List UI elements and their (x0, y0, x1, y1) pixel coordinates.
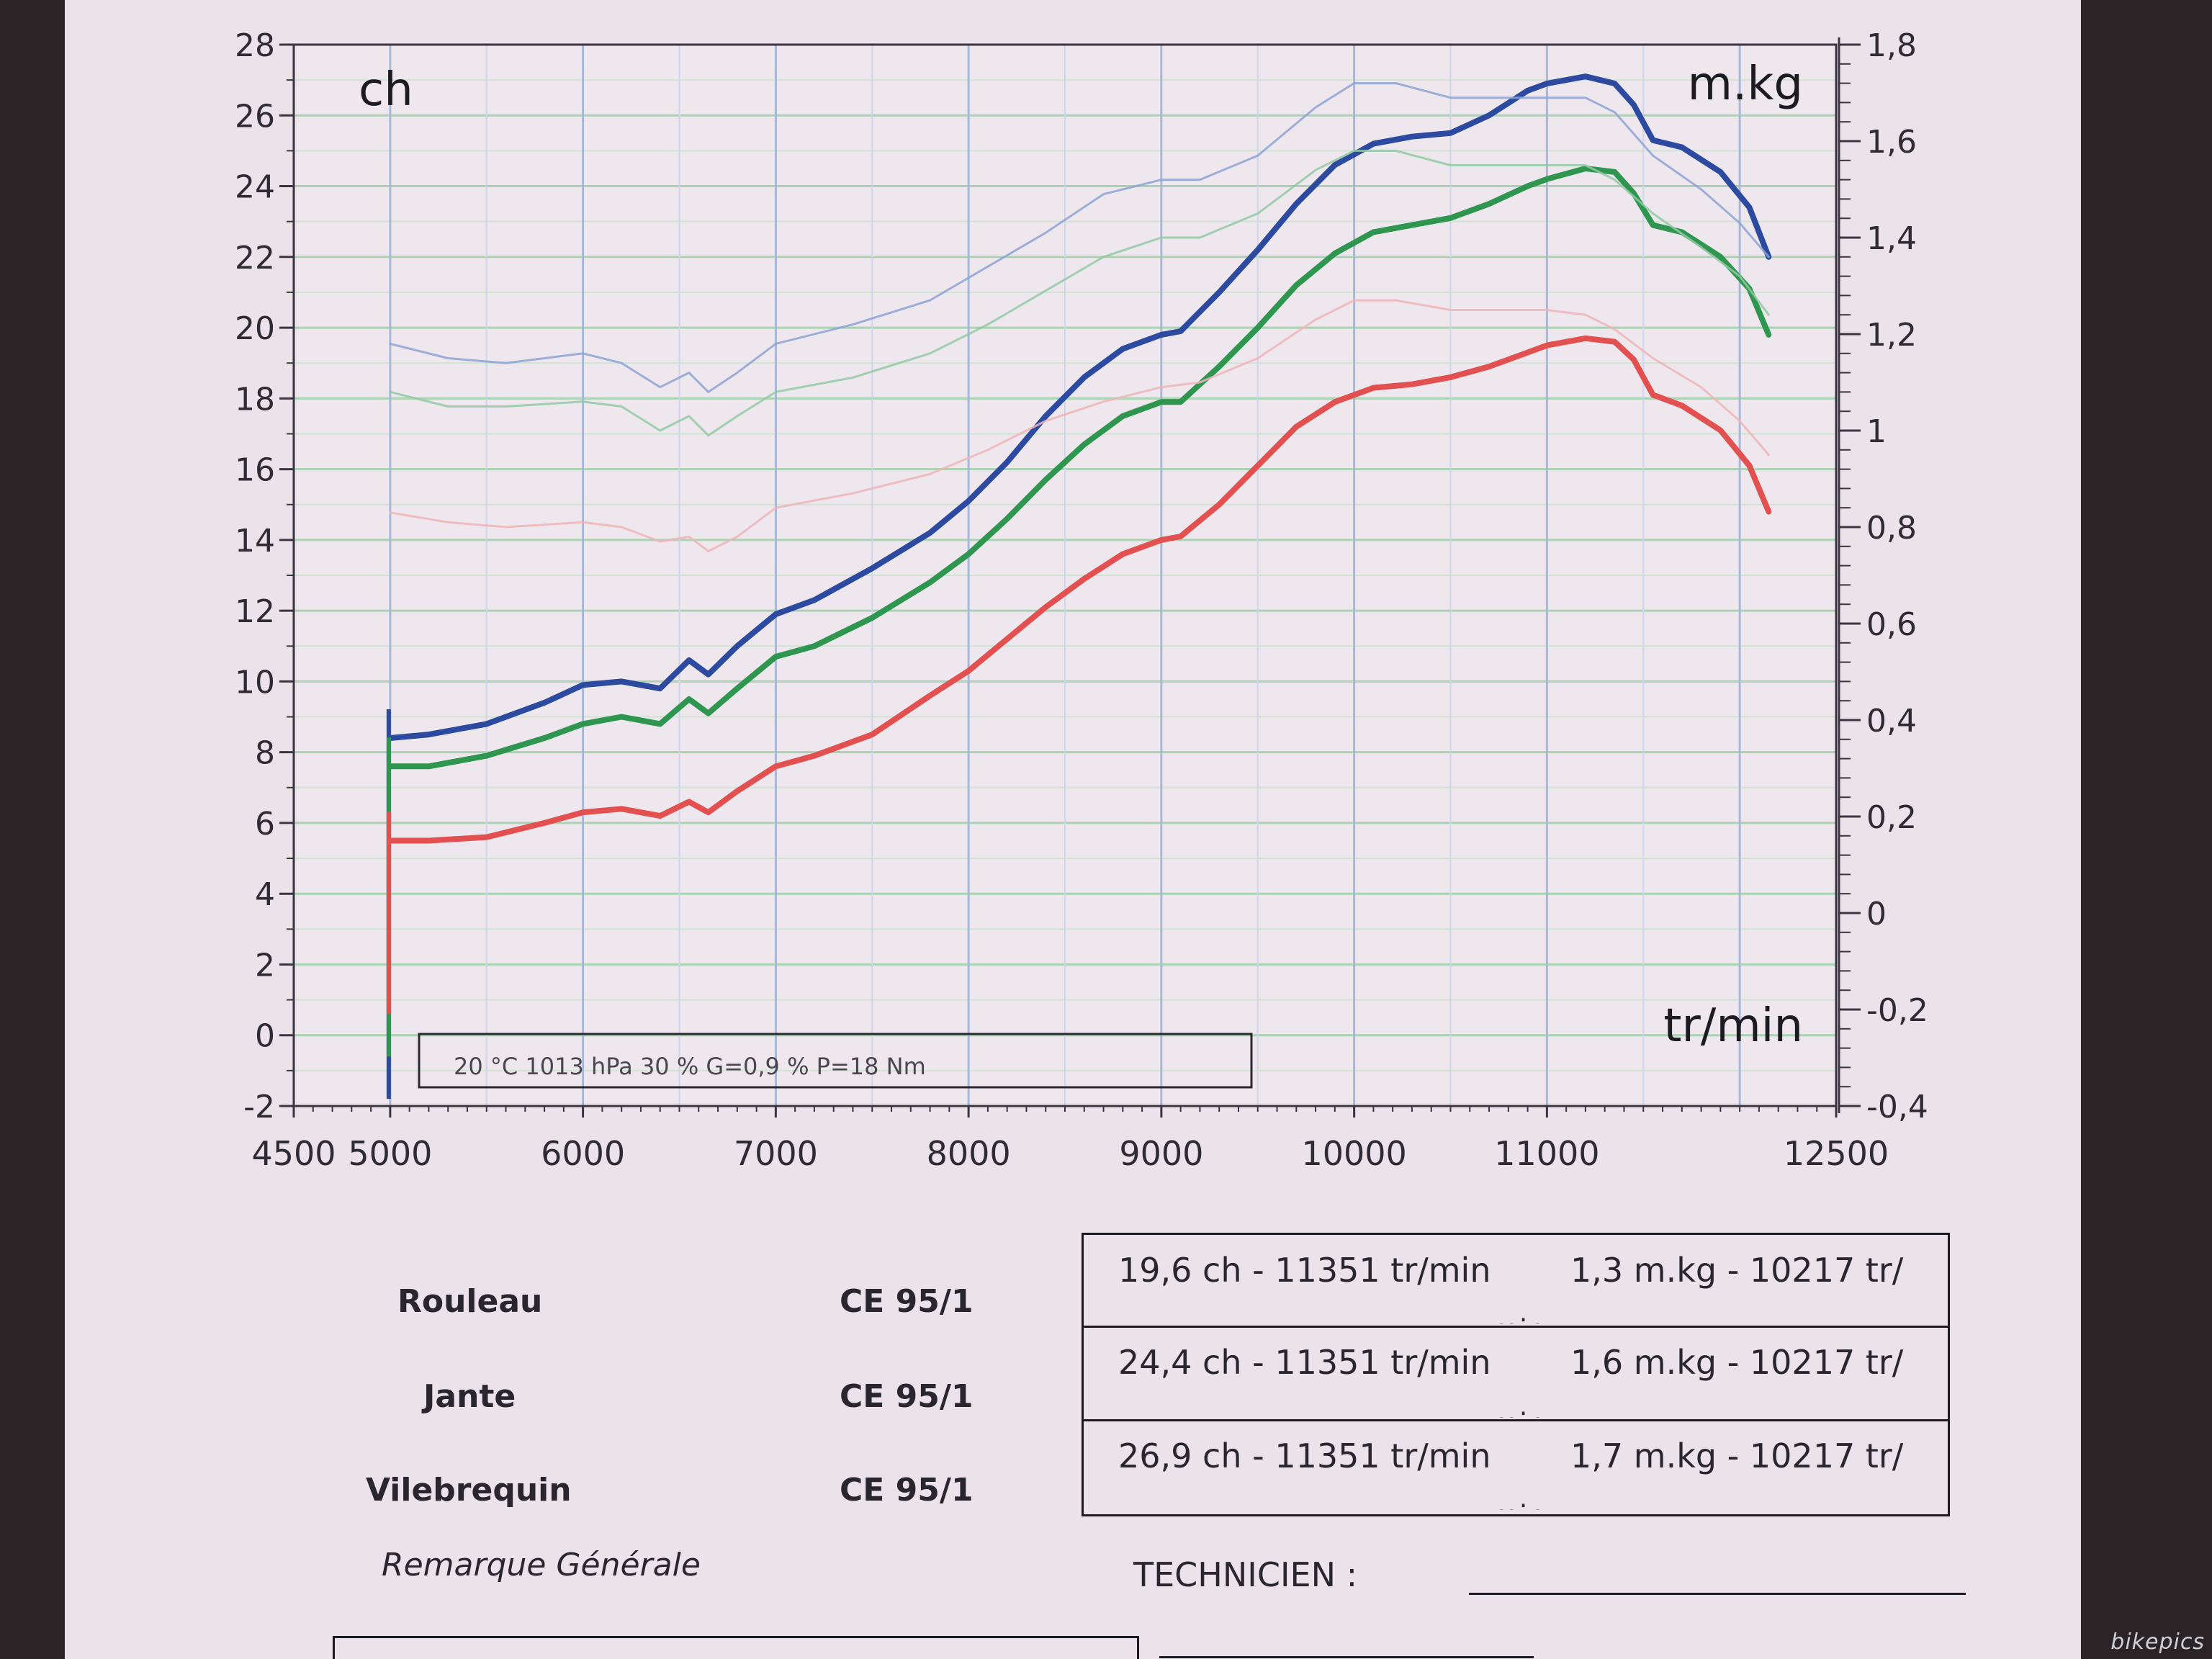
left-tick-label: 4 (255, 876, 275, 913)
x-tick-label: 12500 (1784, 1134, 1889, 1173)
left-tick-label: 10 (235, 664, 275, 701)
left-tick-label: 24 (235, 169, 275, 206)
remarks-box (333, 1636, 1139, 1659)
torque-curve-4 (389, 149, 1770, 437)
row-label-vilebrequin: Vilebrequin (366, 1472, 572, 1509)
result-power-vilebrequin: 26,9 ch - 11351 tr/min (1118, 1437, 1491, 1475)
watermark: bikepics (2110, 1629, 2205, 1655)
left-tick-label: 8 (255, 735, 275, 772)
conditions-text: 20 °C 1013 hPa 30 % G=0,9 % P=18 Nm (454, 1053, 926, 1080)
torque-curve-3 (389, 82, 1770, 393)
x-tick-label: 5000 (348, 1134, 432, 1173)
right-tick-label: -0,4 (1866, 1089, 1928, 1125)
x-tick-label: 9000 (1119, 1134, 1203, 1173)
left-tick-label: 6 (255, 806, 275, 842)
right-tick-label: 1,6 (1866, 124, 1917, 161)
left-tick-label: 20 (235, 310, 275, 347)
right-tick-label: 1,8 (1866, 27, 1917, 64)
results-box: 19,6 ch - 11351 tr/min 1,3 m.kg - 10217 … (1082, 1233, 1950, 1516)
remarks-label: Remarque Générale (382, 1547, 701, 1583)
left-tick-label: 18 (235, 381, 275, 418)
power-curve-0 (387, 73, 1772, 741)
left-tick-label: 2 (255, 947, 275, 984)
left-tick-label: -2 (243, 1089, 275, 1125)
left-tick-label: 14 (235, 523, 275, 559)
left-tick-label: 26 (235, 98, 275, 135)
result-torque-rouleau: 1,3 m.kg - 10217 tr/ (1570, 1251, 1904, 1290)
x-unit-label: tr/min (1663, 999, 1803, 1053)
right-tick-label: -0,2 (1866, 992, 1928, 1029)
torque-curve-5 (389, 299, 1770, 552)
technician-label: TECHNICIEN : (1133, 1555, 1358, 1594)
left-unit-label: ch (359, 63, 413, 117)
power-curve-1 (387, 166, 1772, 770)
right-tick-label: 0,2 (1866, 799, 1917, 836)
dyno-report-sheet: 28 26 24 22 20 18 16 14 12 10 8 6 4 2 0 -2 1,8 1,6 1,4 1,2 1… (65, 0, 2081, 1659)
x-tick-label: 6000 (541, 1134, 625, 1173)
right-tick-label: 0,4 (1866, 703, 1917, 739)
result-wrap-vilebrequin: min (1491, 1500, 1545, 1510)
technician-signature-line (1469, 1593, 1966, 1595)
power-curve-2 (387, 335, 1772, 844)
x-tick-label: 10000 (1301, 1134, 1406, 1173)
x-tick-label: 7000 (734, 1134, 818, 1173)
left-tick-label: 12 (235, 593, 275, 630)
left-tick-label: 28 (235, 27, 275, 64)
row-norm-jante: CE 95/1 (840, 1378, 974, 1415)
x-tick-label: 4500 (251, 1134, 336, 1173)
result-wrap-rouleau: min (1491, 1314, 1545, 1324)
x-tick-label: 8000 (927, 1134, 1011, 1173)
right-tick-label: 1 (1866, 413, 1887, 450)
right-tick-label: 0,6 (1866, 606, 1917, 643)
result-wrap-jante: min (1491, 1408, 1545, 1418)
result-torque-jante: 1,6 m.kg - 10217 tr/ (1570, 1343, 1904, 1382)
row-norm-rouleau: CE 95/1 (840, 1283, 974, 1320)
result-torque-vilebrequin: 1,7 m.kg - 10217 tr/ (1570, 1437, 1904, 1475)
right-tick-label: 0,8 (1866, 510, 1917, 547)
result-power-rouleau: 19,6 ch - 11351 tr/min (1118, 1251, 1491, 1290)
right-tick-label: 1,4 (1866, 220, 1917, 257)
left-tick-label: 22 (235, 240, 275, 276)
row-label-jante: Jante (423, 1378, 516, 1415)
dyno-chart: 2826242220181614121086420-21,81,61,41,21… (235, 27, 1928, 1173)
right-unit-label: m.kg (1688, 58, 1803, 111)
result-power-jante: 24,4 ch - 11351 tr/min (1118, 1343, 1491, 1382)
left-tick-label: 16 (235, 452, 275, 489)
right-tick-label: 0 (1866, 896, 1887, 932)
footer-line (1159, 1656, 1534, 1658)
row-norm-vilebrequin: CE 95/1 (840, 1472, 974, 1509)
conditions-box (418, 1033, 1253, 1089)
x-tick-label: 11000 (1494, 1134, 1599, 1173)
row-label-rouleau: Rouleau (397, 1283, 543, 1320)
right-tick-label: 1,2 (1866, 317, 1917, 354)
left-tick-label: 0 (255, 1018, 275, 1055)
